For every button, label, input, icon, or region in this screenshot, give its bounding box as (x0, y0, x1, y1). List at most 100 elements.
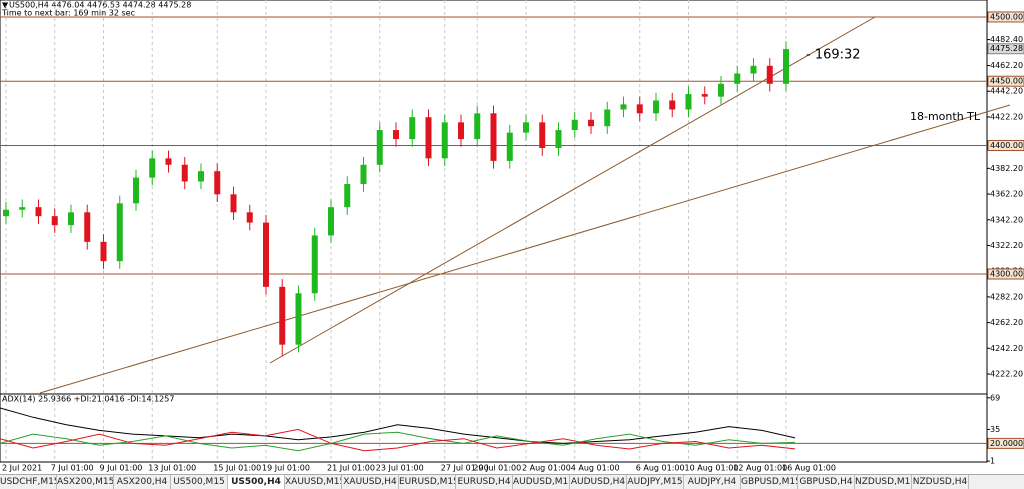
symbol-tab[interactable]: AUDJPY,H4 (684, 475, 741, 489)
indicator-line (0, 407, 796, 444)
y-tick-label: 1 (990, 457, 995, 466)
candle-body (571, 119, 578, 131)
y-tick-label: 4362.20 (990, 190, 1023, 199)
timer: Time to next bar: 169 min 32 sec (1, 9, 135, 18)
candle-body (506, 132, 513, 161)
x-tick-label: 21 Jul 01:00 (327, 464, 375, 473)
level-box (987, 268, 1024, 280)
candle-body (360, 164, 367, 185)
trend-line (39, 104, 1011, 394)
candle-body (604, 109, 611, 127)
candle-body (181, 164, 188, 182)
countdown-annotation: - 169:32 (806, 48, 861, 63)
candle-body (636, 104, 643, 114)
candle-body (116, 203, 123, 262)
candle-body (409, 117, 416, 140)
candle-body (685, 94, 692, 110)
candle-body (474, 113, 481, 140)
symbol-tab[interactable]: USDCHF,M15 (0, 475, 57, 489)
x-tick-label: 12 Aug 01:00 (733, 464, 787, 473)
symbol-tab[interactable]: XAUUSD,H4 (342, 475, 399, 489)
y-tick-label: 4222.20 (990, 369, 1023, 378)
candle-body (51, 216, 58, 226)
candle-body (441, 122, 448, 159)
symbol-tab[interactable]: AUDUSD,H4 (570, 475, 627, 489)
level-label: 4500.00 (990, 12, 1023, 21)
x-tick-label: 16 Aug 01:00 (782, 464, 836, 473)
symbol-tab[interactable]: AUDJPY,M15 (627, 475, 684, 489)
candle-body (555, 130, 562, 149)
symbol-tab[interactable]: ASX200,M15 (57, 475, 114, 489)
candle-body (311, 235, 318, 294)
level-box (987, 11, 1024, 23)
trend-line (269, 16, 876, 364)
y-tick-label: 4442.20 (990, 87, 1023, 96)
candle-body (344, 184, 351, 208)
y-tick-label: 4262.20 (990, 318, 1023, 327)
indicator-title: ADX(14) 25.9366 +DI:21.0416 -DI:14.1257 (2, 395, 174, 404)
candle-body (295, 293, 302, 345)
y-tick-label: 4282.20 (990, 292, 1023, 301)
candle-body (490, 113, 497, 161)
y-tick-label: 69 (990, 393, 1000, 402)
y-tick-label: 35 (990, 425, 1000, 434)
level-box (987, 139, 1024, 151)
x-tick-label: 7 Jul 01:00 (51, 464, 94, 473)
candle-body (230, 194, 237, 213)
candle-body (523, 122, 529, 133)
x-tick-label: 4 Aug 01:00 (571, 464, 620, 473)
candle-body (376, 130, 383, 165)
x-tick-label: 10 Aug 01:00 (685, 464, 739, 473)
candle-body (100, 241, 107, 262)
chart-frame (0, 0, 988, 463)
x-tick-label: 29 Jul 01:00 (473, 464, 521, 473)
candle-body (620, 104, 627, 110)
candle-body (425, 117, 432, 159)
y-tick-label: 4462.20 (990, 61, 1023, 70)
candle-body (750, 65, 757, 74)
candle-body (669, 100, 676, 110)
symbol-tab[interactable]: GBPUSD,H4 (798, 475, 855, 489)
y-tick-label: 4242.20 (990, 344, 1023, 353)
candle-body (165, 158, 172, 165)
candle-body (734, 73, 741, 84)
level-box (987, 75, 1024, 87)
symbol-tab[interactable]: NZDUSD,H4 (912, 475, 969, 489)
candle-body (84, 212, 91, 242)
symbol-tab[interactable]: US500,M15 (171, 475, 228, 489)
symbol-tab[interactable]: EURUSD,H4 (456, 475, 513, 489)
x-tick-label: 23 Jul 01:00 (376, 464, 424, 473)
indicator-line (0, 431, 796, 452)
candle-body (718, 83, 724, 97)
symbol-tab[interactable]: XAUUSD,M15 (285, 475, 342, 489)
y-tick-label: 4482.40 (990, 35, 1023, 44)
y-tick-label: 4322.20 (990, 241, 1023, 250)
current-price-label: 4475.28 (990, 44, 1023, 53)
x-tick-label: 6 Aug 01:00 (636, 464, 685, 473)
candle-body (328, 207, 334, 236)
level-box (987, 437, 1024, 449)
level-label: 4450.00 (990, 77, 1023, 86)
candle-body (393, 130, 399, 140)
candle-body (539, 122, 546, 149)
symbol-tab[interactable]: ASX200,H4 (114, 475, 171, 489)
level-label: 4300.00 (990, 269, 1023, 278)
y-tick-label: 4342.20 (990, 215, 1023, 224)
symbol-tab[interactable]: NZDUSD,M15 (855, 475, 912, 489)
symbol-tab[interactable]: GBPUSD,M15 (741, 475, 798, 489)
trendline-annotation: 18-month TL (910, 110, 981, 123)
symbol-tab[interactable]: EURUSD,M15 (399, 475, 456, 489)
x-tick-label: 19 Jul 01:00 (262, 464, 310, 473)
indicator-line (0, 428, 796, 452)
candle-body (198, 171, 204, 182)
candle-body (588, 119, 594, 127)
candle-body (783, 49, 789, 84)
candle-body (3, 209, 9, 217)
symbol-tab[interactable]: AUDUSD,M15 (513, 475, 570, 489)
candle-body (214, 171, 221, 195)
candle-body (766, 65, 773, 84)
x-tick-label: 2 Aug 01:00 (522, 464, 571, 473)
candle-body (653, 100, 659, 114)
symbol-tab[interactable]: US500,H4 (228, 475, 285, 489)
